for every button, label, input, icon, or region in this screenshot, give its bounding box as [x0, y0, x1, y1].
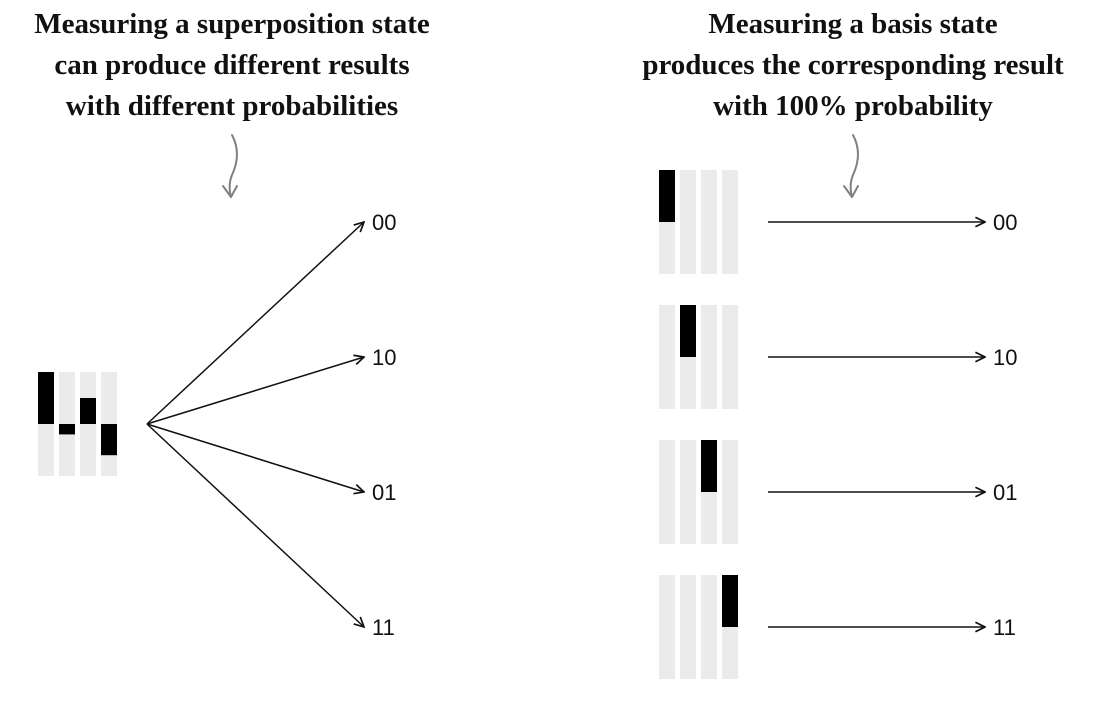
fan-arrow-00: [146, 222, 364, 425]
basis-10-column-2: [701, 305, 717, 409]
left-caption: Measuring a superposition state can prod…: [34, 8, 430, 122]
right-caption-line-2: produces the corresponding result: [642, 49, 1064, 81]
left-outcome-label: 11: [372, 615, 395, 640]
basis-11-column-1: [680, 575, 696, 679]
fan-arrow-11: [146, 423, 364, 627]
superposition-amplitude-bar-0: [38, 372, 54, 424]
left-pointer-arrow: [228, 134, 238, 198]
left-caption-line-2: can produce different results: [54, 49, 409, 81]
superposition-amplitude-bar-1: [59, 424, 75, 435]
basis-10-column-0: [659, 305, 675, 409]
right-pointer-arrowhead: [843, 185, 859, 198]
right-outcome-label: 11: [993, 615, 1016, 640]
right-caption: Measuring a basis state produces the cor…: [642, 8, 1064, 122]
fan-arrow-10: [146, 357, 364, 425]
left-pointer-arrowhead: [222, 185, 238, 198]
fan-arrow-01: [146, 423, 364, 492]
basis-11-column-0: [659, 575, 675, 679]
basis-state-row: 10: [659, 305, 1017, 409]
basis-01-column-1: [680, 440, 696, 544]
right-caption-line-3: with 100% probability: [713, 90, 993, 122]
left-outcome-labels: 00 10 01 11: [372, 210, 396, 640]
right-outcome-label: 10: [993, 345, 1017, 370]
basis-00-column-3: [722, 170, 738, 274]
basis-00-amplitude-bar-0: [659, 170, 675, 222]
superposition-state-icon: [38, 372, 117, 476]
left-outcome-label: 10: [372, 345, 396, 370]
basis-01-amplitude-bar-2: [701, 440, 717, 492]
basis-00-column-2: [701, 170, 717, 274]
left-outcome-label: 00: [372, 210, 396, 235]
left-outcome-label: 01: [372, 480, 396, 505]
basis-01-column-0: [659, 440, 675, 544]
basis-10-amplitude-bar-1: [680, 305, 696, 357]
basis-00-column-1: [680, 170, 696, 274]
superposition-amplitude-bar-3: [101, 424, 117, 456]
right-caption-line-1: Measuring a basis state: [708, 8, 997, 40]
right-outcome-label: 01: [993, 480, 1017, 505]
basis-state-row: 11: [659, 575, 1016, 679]
measurement-outcome-arrows: [146, 222, 364, 627]
basis-state-row: 01: [659, 440, 1017, 544]
superposition-amplitude-bar-2: [80, 398, 96, 424]
left-caption-line-3: with different probabilities: [66, 90, 398, 122]
basis-11-column-2: [701, 575, 717, 679]
basis-01-column-3: [722, 440, 738, 544]
right-outcome-label: 00: [993, 210, 1017, 235]
basis-state-row: 00: [659, 170, 1017, 274]
basis-11-amplitude-bar-3: [722, 575, 738, 627]
basis-10-column-3: [722, 305, 738, 409]
right-pointer-arrow: [849, 134, 859, 198]
basis-state-rows: 00 10 01 11: [659, 170, 1017, 679]
left-caption-line-1: Measuring a superposition state: [34, 8, 430, 40]
